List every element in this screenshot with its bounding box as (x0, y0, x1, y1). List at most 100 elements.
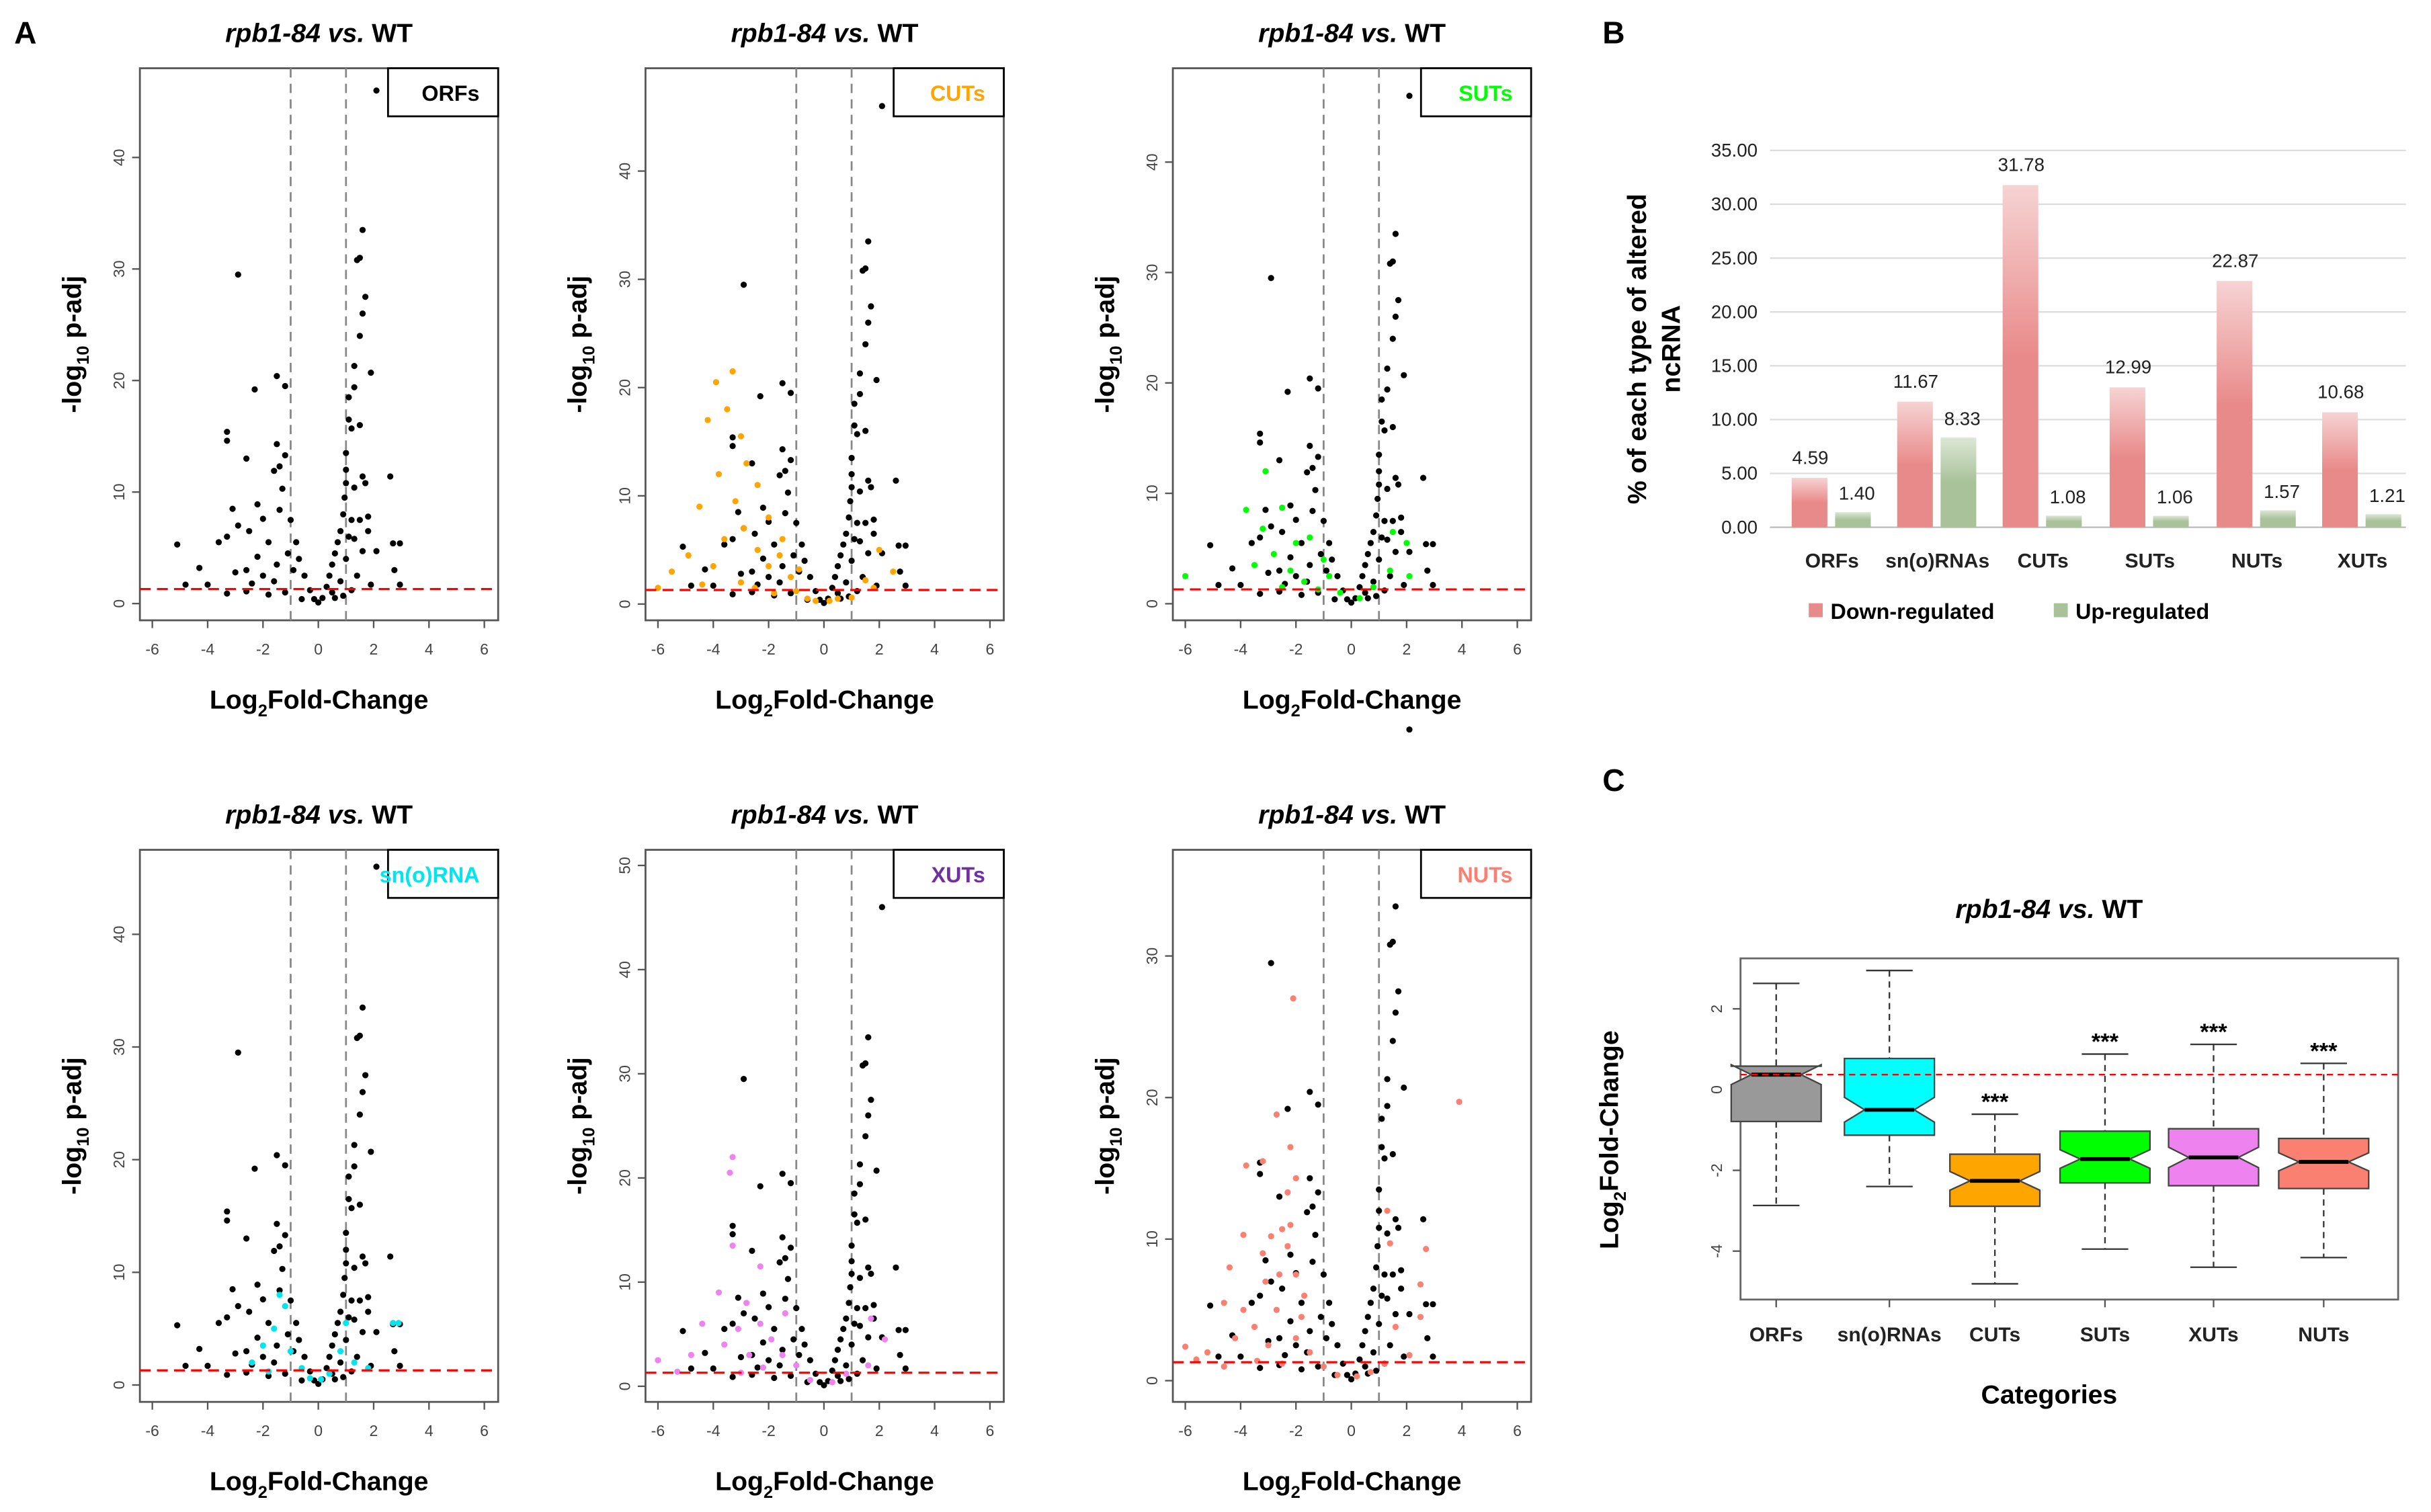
highlight-point (876, 546, 882, 553)
data-point (365, 528, 372, 534)
data-point (859, 1357, 866, 1363)
data-point (1406, 93, 1413, 99)
box-body (1730, 1063, 1822, 1123)
data-point (235, 271, 241, 278)
data-point (801, 557, 808, 564)
x-tick-label: -6 (1178, 1422, 1192, 1439)
data-point (793, 519, 800, 526)
data-point (737, 1353, 745, 1361)
data-point (751, 530, 758, 537)
bar-down-regulated (2109, 387, 2145, 528)
highlight-point (715, 470, 723, 478)
data-point (1287, 502, 1294, 509)
data-point (1315, 1363, 1321, 1370)
data-point (1376, 468, 1383, 474)
data-point (710, 1365, 716, 1372)
bar-down-regulated (1791, 478, 1827, 528)
highlight-point (259, 1342, 266, 1349)
data-point (1315, 385, 1321, 392)
data-point (368, 1148, 374, 1155)
data-point (282, 1232, 288, 1238)
data-point (232, 569, 239, 576)
x-tick-label: -4 (201, 1422, 215, 1439)
data-point (1237, 1353, 1244, 1360)
y-tick-label: 0 (616, 1382, 633, 1390)
data-point (1292, 516, 1299, 523)
y-label-text: Fold-Change (1594, 1030, 1624, 1191)
y-tick-label: 30 (1143, 948, 1161, 965)
plot-frame (138, 849, 499, 1403)
data-point (1276, 1335, 1283, 1341)
data-point (729, 591, 736, 598)
data-point (1331, 596, 1338, 603)
y-label-subscript: 10 (1107, 1128, 1126, 1146)
volcano-panel-cuts: rpb1-84 vs. WT CUTs -6 -4 -2 0 2 4 6 0 10 20 30 40 Log… (563, 18, 1005, 720)
panel-letter-c: C (1602, 763, 1624, 798)
data-point (1265, 569, 1272, 577)
data-point (757, 1183, 764, 1189)
x-label-text: Log (210, 1467, 258, 1497)
data-point (679, 543, 686, 550)
data-point (271, 578, 278, 585)
y-label-text: p-adj (57, 1057, 87, 1128)
highlight-point (668, 568, 675, 575)
highlight-point (1290, 995, 1296, 1002)
highlight-point (351, 1359, 358, 1366)
data-point (1398, 514, 1405, 521)
box-orfs: ORFs (1730, 982, 1822, 1346)
bar-value-label: 1.06 (2157, 487, 2193, 507)
data-point (868, 1097, 874, 1103)
data-point (868, 1270, 874, 1277)
data-point (301, 1353, 308, 1360)
data-point (1257, 1292, 1264, 1299)
data-point (359, 473, 366, 480)
data-point (851, 1320, 858, 1327)
volcano-panel-snorna: rpb1-84 vs. WT sn(o)RNA -6 -4 -2 0 2 4 6 0 10 20 30 4… (57, 800, 499, 1502)
highlight-point (757, 1320, 764, 1327)
highlight-point (1262, 468, 1269, 474)
data-point (373, 87, 380, 94)
data-point (787, 1180, 794, 1187)
highlight-point (737, 433, 745, 439)
data-point (834, 1347, 841, 1353)
data-point (284, 550, 291, 557)
y-tick-label: 30 (616, 271, 633, 288)
data-point (856, 538, 864, 545)
data-point (274, 561, 280, 568)
x-tick-label: -6 (651, 1422, 665, 1439)
x-axis-label: Log2Fold-Change (210, 685, 429, 721)
highlight-point (1193, 1356, 1200, 1363)
data-point (1287, 1318, 1294, 1325)
data-point (215, 1320, 222, 1327)
data-point (348, 517, 355, 523)
data-point (356, 422, 363, 429)
data-point (1215, 581, 1222, 589)
data-point (759, 1290, 766, 1297)
data-point (854, 519, 860, 526)
box-xuts: *** XUTs (2168, 1019, 2260, 1346)
highlight-point (1287, 1222, 1294, 1228)
data-point (246, 528, 253, 534)
data-point (1389, 1271, 1396, 1278)
highlight-point (740, 525, 747, 532)
highlight-point (1284, 1189, 1291, 1196)
highlight-point (1370, 584, 1377, 591)
bar-value-label: 1.21 (2369, 485, 2405, 506)
x-axis-label: Log2Fold-Change (715, 1467, 934, 1503)
x-label-text: Log (210, 685, 258, 715)
data-point (1423, 541, 1430, 548)
x-tick-label: -2 (256, 640, 270, 658)
highlight-point (699, 1320, 706, 1327)
highlight-point (1240, 1231, 1247, 1238)
highlight-point (1265, 1342, 1272, 1349)
highlight-point (1292, 1175, 1299, 1181)
data-point (282, 382, 288, 390)
data-point (1374, 495, 1381, 502)
data-point (1237, 581, 1244, 589)
category-label: CUTs (1969, 1324, 2020, 1346)
data-point (873, 1365, 880, 1372)
data-point (848, 1341, 855, 1348)
highlight-point (1292, 1335, 1299, 1341)
legend-swatch-down (1809, 603, 1823, 618)
data-point (1276, 1193, 1283, 1200)
